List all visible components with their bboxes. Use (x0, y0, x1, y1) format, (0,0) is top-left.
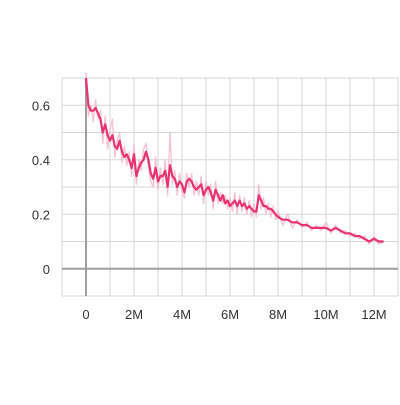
x-tick-label: 12M (361, 307, 386, 322)
x-tick-label: 0 (82, 307, 89, 322)
x-tick-label: 2M (125, 307, 143, 322)
x-tick-label: 4M (173, 307, 191, 322)
y-tick-label: 0.6 (32, 98, 50, 113)
y-tick-label: 0 (43, 262, 50, 277)
x-tick-labels: 0 2M 4M 6M 8M 10M 12M (82, 307, 386, 322)
x-tick-label: 10M (313, 307, 338, 322)
smoothed-series-line (84, 77, 384, 243)
y-tick-labels: 0 0.2 0.4 0.6 (32, 98, 50, 277)
x-tick-label: 8M (269, 307, 287, 322)
y-tick-label: 0.4 (32, 153, 50, 168)
smoothed-series (84, 77, 384, 243)
raw-series (85, 72, 384, 245)
grid (61, 77, 399, 297)
y-tick-label: 0.2 (32, 207, 50, 222)
raw-series-line (85, 72, 384, 245)
axes (62, 78, 398, 296)
x-tick-label: 6M (221, 307, 239, 322)
